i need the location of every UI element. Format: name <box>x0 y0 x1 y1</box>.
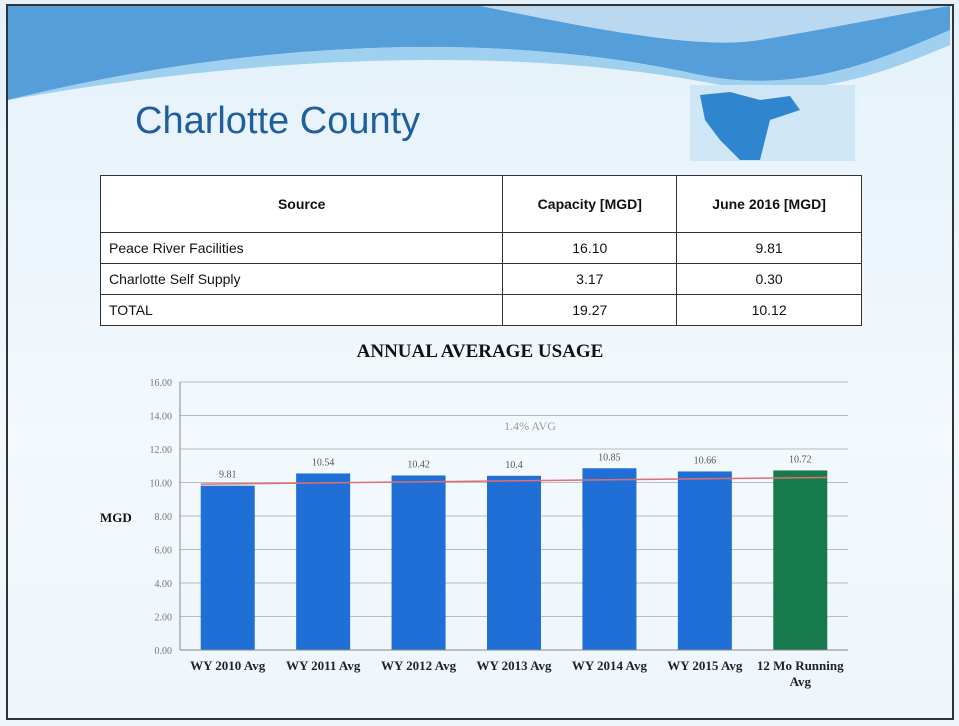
bar <box>391 475 446 650</box>
value-label: 9.81 <box>219 470 237 481</box>
y-tick-label: 2.00 <box>155 613 173 624</box>
y-tick-label: 10.00 <box>150 479 173 490</box>
table-cell: 10.12 <box>676 294 862 326</box>
value-label: 10.85 <box>598 452 621 463</box>
table: Source Capacity [MGD] June 2016 [MGD] Peac… <box>99 175 862 326</box>
table-row: Charlotte Self Supply 3.17 0.30 <box>99 263 862 295</box>
value-label: 10.66 <box>694 455 717 466</box>
table-row: TOTAL 19.27 10.12 <box>99 294 862 326</box>
bar <box>773 470 828 650</box>
trendline <box>200 476 828 485</box>
slide-title: Charlotte County <box>135 100 421 142</box>
annotation: 1.4% AVG <box>504 419 556 433</box>
table-cell: TOTAL <box>99 294 504 326</box>
y-tick-label: 8.00 <box>155 512 173 523</box>
y-tick-label: 4.00 <box>155 579 173 590</box>
x-tick-label: 12 Mo Running Avg <box>756 658 844 689</box>
table-cell: Peace River Facilities <box>99 232 504 264</box>
x-tick-label: WY 2011 Avg <box>285 658 361 673</box>
y-tick-label: 0.00 <box>155 646 173 657</box>
column-header: Capacity [MGD] <box>502 175 678 233</box>
value-label: 10.72 <box>789 454 812 465</box>
bar <box>200 485 255 650</box>
bar <box>677 471 732 650</box>
value-label: 10.42 <box>407 459 430 470</box>
column-header: June 2016 [MGD] <box>676 175 862 233</box>
x-tick-label: WY 2013 Avg <box>476 658 552 673</box>
table-cell: 0.30 <box>676 263 862 295</box>
table-cell: Charlotte Self Supply <box>99 263 504 295</box>
x-tick-label: WY 2015 Avg <box>667 658 743 673</box>
frame <box>6 4 954 720</box>
y-tick-label: 6.00 <box>155 546 173 557</box>
bar <box>582 468 637 650</box>
y-tick-label: 12.00 <box>150 445 173 456</box>
table-cell: 19.27 <box>502 294 678 326</box>
chart-title: ANNUAL AVERAGE USAGE <box>357 341 604 362</box>
bar <box>487 475 541 650</box>
value-label: 10.4 <box>505 460 523 471</box>
x-tick-label: WY 2012 Avg <box>381 658 457 673</box>
y-axis-label: MGD <box>100 510 132 525</box>
bar <box>296 473 351 650</box>
x-tick-label: WY 2014 Avg <box>571 658 647 673</box>
value-label: 10.54 <box>312 457 335 468</box>
y-tick-label: 16.00 <box>150 378 173 389</box>
y-tick-label: 14.00 <box>150 412 173 423</box>
x-tick-label: WY 2010 Avg <box>190 658 266 673</box>
table-cell: 3.17 <box>502 263 678 295</box>
